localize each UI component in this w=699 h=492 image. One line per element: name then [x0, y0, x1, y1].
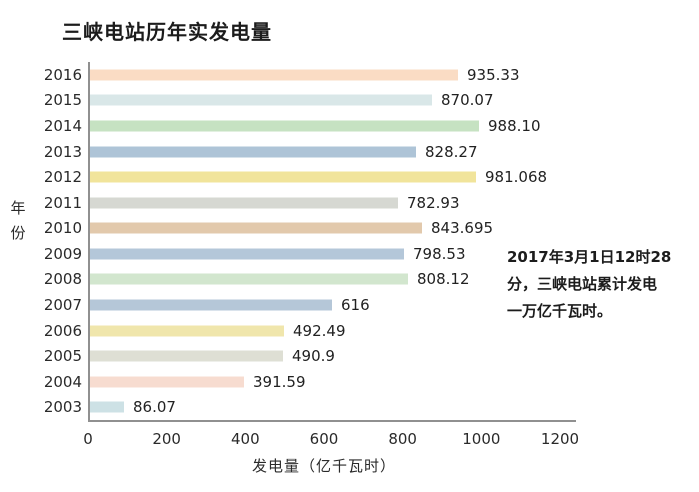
bar — [90, 401, 124, 413]
bar-value-label: 490.9 — [292, 347, 335, 366]
bar — [90, 197, 398, 209]
chart-title: 三峡电站历年实发电量 — [62, 20, 272, 44]
year-tick-label: 2015 — [43, 91, 82, 110]
year-tick-label: 2016 — [43, 65, 82, 84]
bar-value-label: 828.27 — [425, 142, 478, 161]
year-tick-label: 2006 — [43, 321, 82, 340]
bar-value-label: 86.07 — [133, 398, 176, 417]
bar-value-label: 843.695 — [431, 219, 494, 238]
bar-value-label: 616 — [341, 295, 370, 314]
bar — [90, 146, 416, 158]
annotation-line: 分，三峡电站累计发电 — [507, 275, 658, 293]
bar — [90, 69, 458, 81]
year-tick-label: 2004 — [43, 372, 82, 391]
bar-value-label: 870.07 — [441, 91, 494, 110]
bar — [90, 120, 479, 132]
annotation-text: 2017年3月1日12时28 分，三峡电站累计发电 一万亿千瓦时。 — [507, 244, 699, 325]
x-tick-label: 1200 — [540, 430, 580, 448]
bar-row: 2004 391.59 — [44, 369, 576, 395]
bar — [90, 376, 244, 388]
bar — [90, 222, 422, 234]
bar-row: 2008 808.12 — [44, 267, 576, 293]
x-tick-label: 600 — [309, 430, 339, 448]
year-tick-label: 2008 — [43, 270, 82, 289]
bar-row: 2014 988.10 — [44, 113, 576, 139]
bar-value-label: 798.53 — [413, 244, 466, 263]
bar-row: 2011 782.93 — [44, 190, 576, 216]
x-axis-title: 发电量（亿千瓦时） — [251, 457, 396, 475]
bar-row: 2016 935.33 — [44, 62, 576, 88]
bar — [90, 171, 476, 183]
year-tick-label: 2012 — [43, 168, 82, 187]
x-tick-label: 200 — [152, 430, 181, 448]
bar — [90, 350, 283, 362]
bar-value-label: 391.59 — [253, 372, 306, 391]
bar-value-label: 988.10 — [488, 116, 541, 135]
year-tick-label: 2010 — [43, 219, 82, 238]
bar-row: 2013 828.27 — [44, 139, 576, 165]
bar-row: 2006 492.49 — [44, 318, 576, 344]
bar-row: 2009 798.53 — [44, 241, 576, 267]
plot-area: 2016 935.33 2015 870.07 2014 988.10 2013 828.27… — [44, 62, 576, 422]
year-tick-label: 2005 — [43, 347, 82, 366]
bar-row: 2010 843.695 — [44, 215, 576, 241]
bar-value-label: 492.49 — [293, 321, 346, 340]
x-tick-label: 0 — [83, 430, 93, 448]
year-tick-label: 2013 — [43, 142, 82, 161]
x-tick-label: 800 — [388, 430, 417, 448]
bar-row: 2007 616 — [44, 292, 576, 318]
annotation-line: 一万亿千瓦时。 — [507, 302, 613, 320]
year-tick-label: 2009 — [43, 244, 82, 263]
y-axis-title: 年份 — [10, 199, 26, 242]
x-tick-label: 1000 — [462, 430, 501, 448]
bar — [90, 299, 332, 311]
bar-value-label: 981.068 — [485, 168, 548, 187]
bar-value-label: 782.93 — [407, 193, 460, 212]
bar-row: 2005 490.9 — [44, 343, 576, 369]
year-tick-label: 2014 — [43, 116, 82, 135]
bar-row: 2003 86.07 — [44, 395, 576, 421]
x-tick-label: 400 — [231, 430, 260, 448]
bar — [90, 273, 408, 285]
bar-value-label: 935.33 — [467, 65, 520, 84]
bar-row: 2012 981.068 — [44, 164, 576, 190]
bar-row: 2015 870.07 — [44, 88, 576, 114]
bar — [90, 248, 404, 260]
bar-rows-container: 2016 935.33 2015 870.07 2014 988.10 2013 828.27… — [44, 62, 576, 421]
year-tick-label: 2011 — [43, 193, 82, 212]
annotation-line: 2017年3月1日12时28 — [507, 248, 672, 266]
bar — [90, 94, 432, 106]
year-tick-label: 2007 — [43, 295, 82, 314]
year-tick-label: 2003 — [43, 398, 82, 417]
bar-value-label: 808.12 — [417, 270, 470, 289]
bar — [90, 325, 284, 337]
